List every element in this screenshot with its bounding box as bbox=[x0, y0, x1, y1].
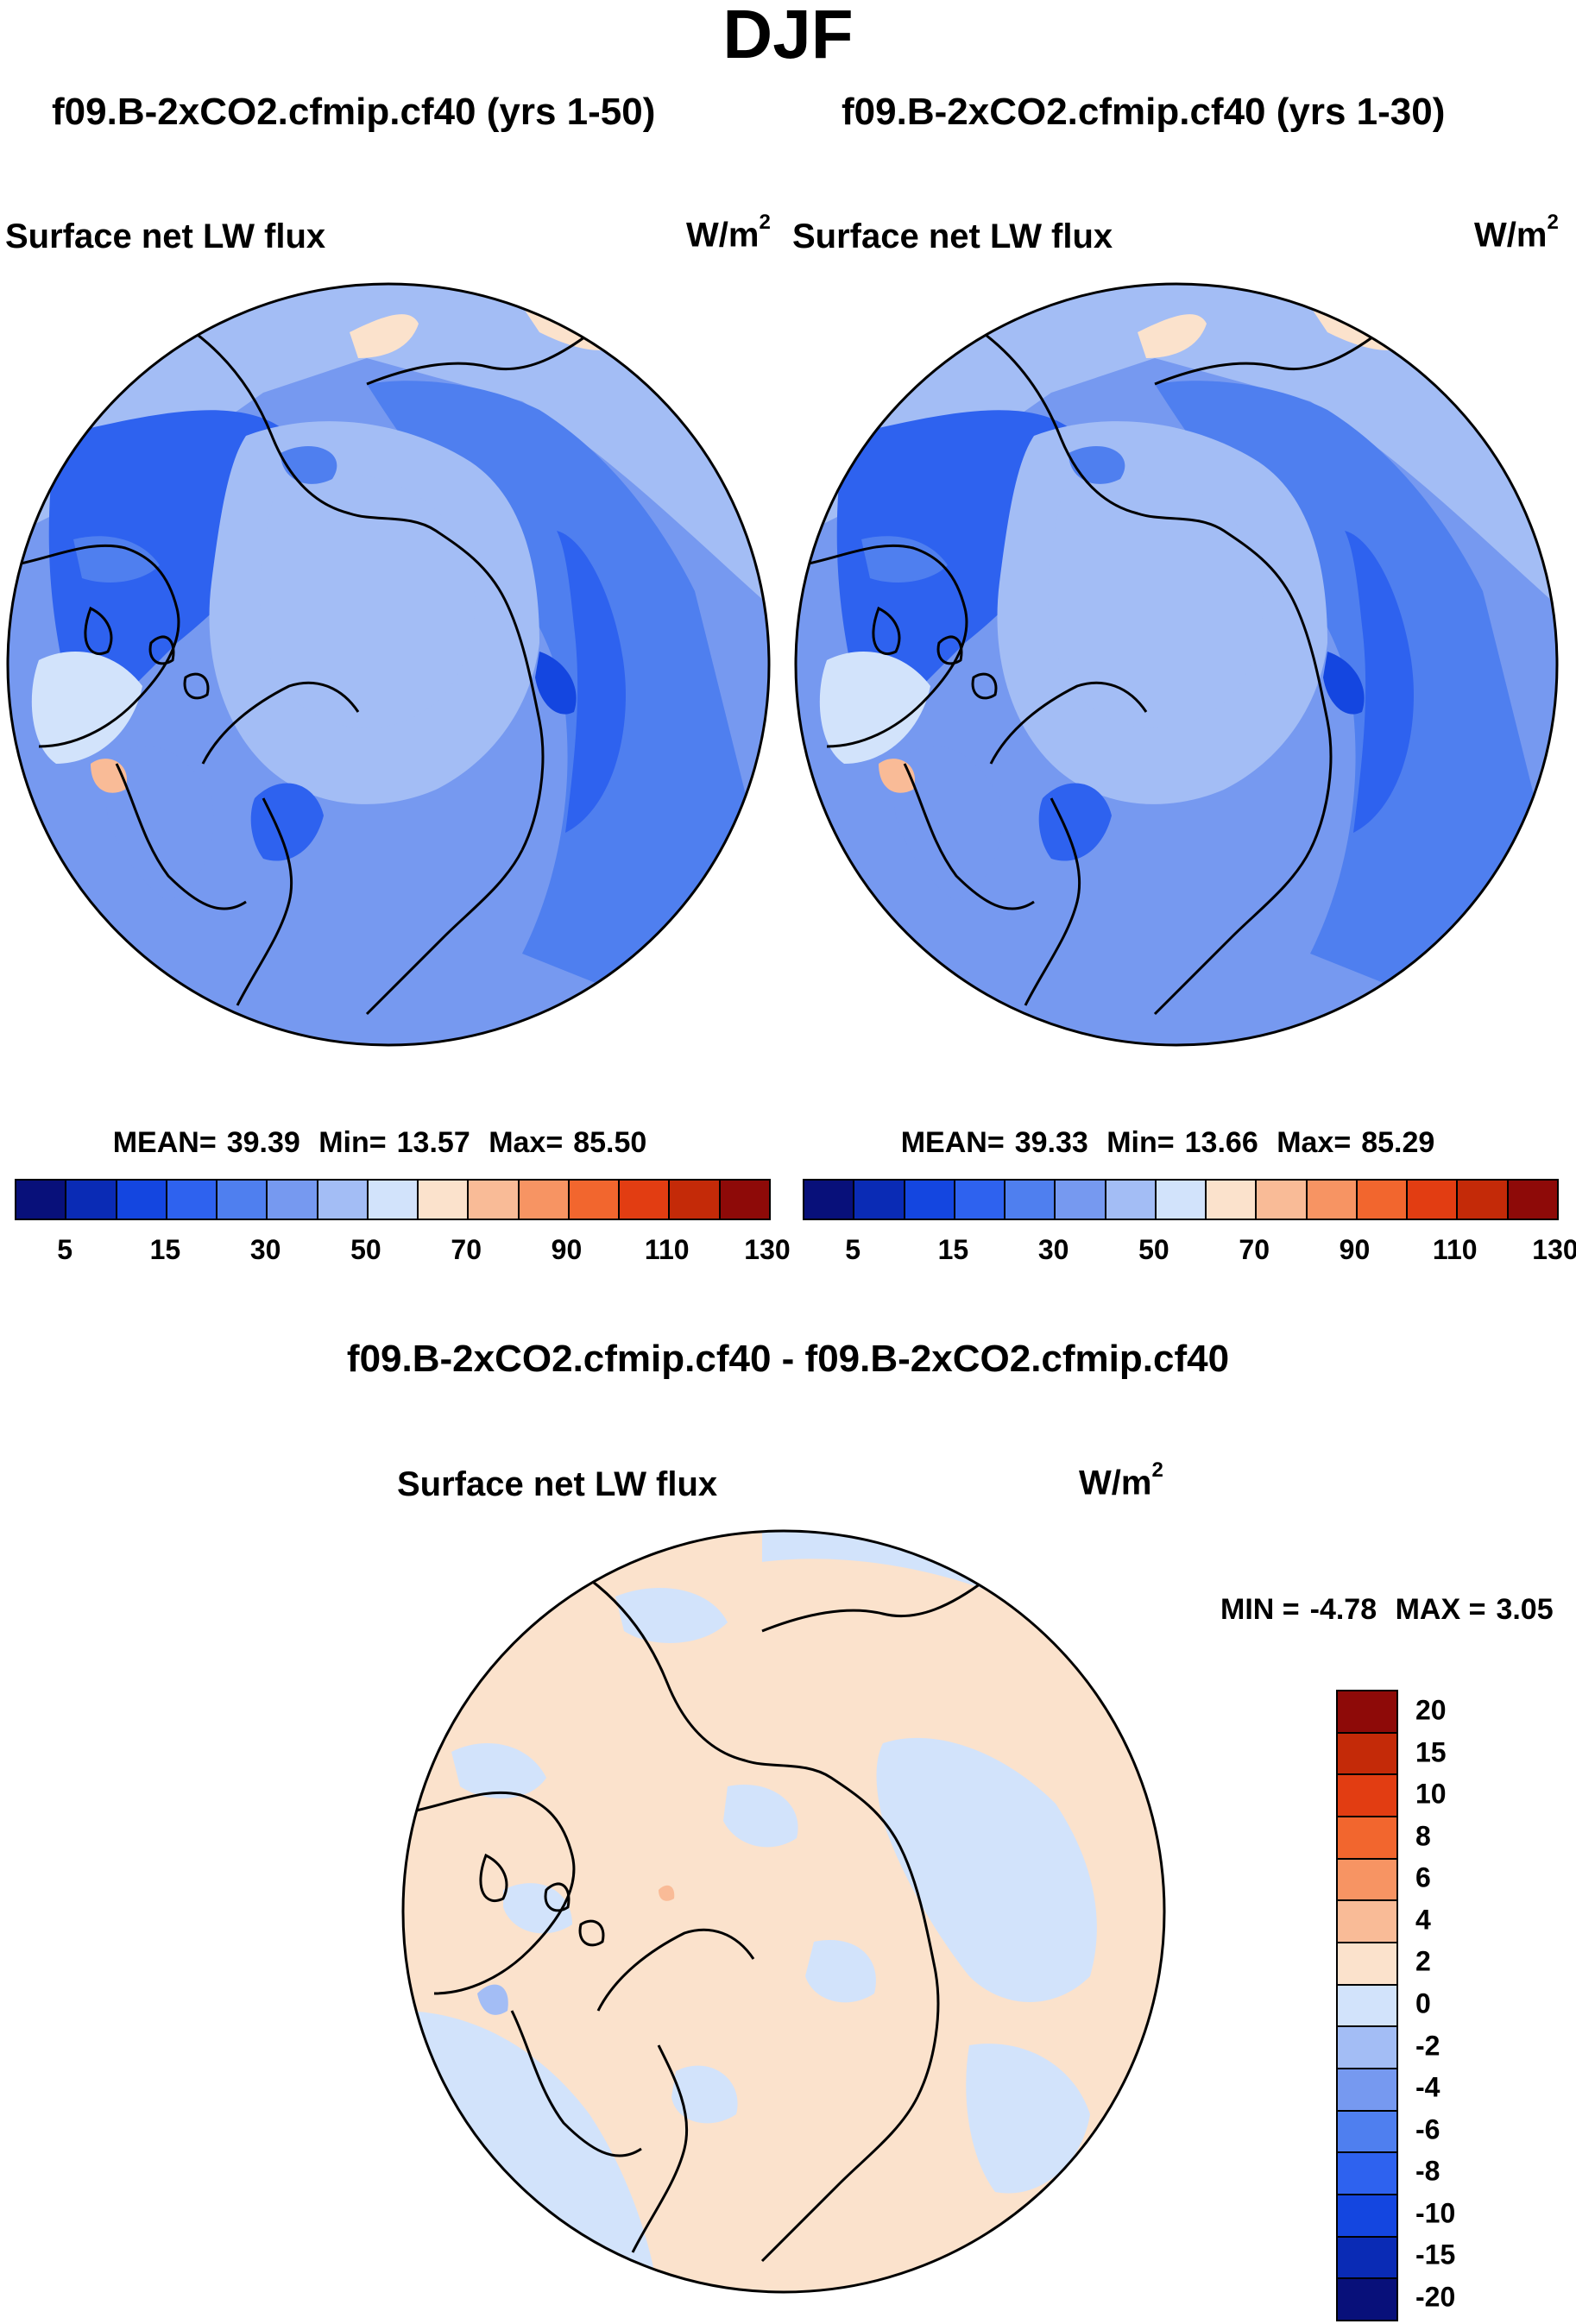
colorbar-swatch bbox=[1338, 1733, 1396, 1776]
colorbar-swatch bbox=[1508, 1181, 1557, 1219]
colorbar-tick-label: 110 bbox=[644, 1234, 690, 1265]
panel-2-stats: MEAN= 39.33 Min= 13.66 Max= 85.29 bbox=[900, 1126, 1435, 1159]
colorbar-swatch bbox=[318, 1181, 369, 1219]
colorbar-tick-label: 6 bbox=[1415, 1861, 1431, 1893]
colorbar-tick-label: -15 bbox=[1415, 2239, 1456, 2270]
panel-2-variable-label: Surface net LW flux bbox=[792, 217, 1113, 255]
colorbar-tick-label: 70 bbox=[451, 1234, 482, 1265]
colorbar-tick-label: 4 bbox=[1415, 1904, 1431, 1936]
diff-case-title: f09.B-2xCO2.cfmip.cf40 - f09.B-2xCO2.cfm… bbox=[346, 1338, 1230, 1380]
colorbar-swatch bbox=[167, 1181, 218, 1219]
colorbar-swatch bbox=[1338, 2279, 1396, 2321]
colorbar-swatch bbox=[1257, 1181, 1308, 1219]
colorbar-swatch bbox=[1207, 1181, 1258, 1219]
panel-1-variable-label: Surface net LW flux bbox=[5, 217, 326, 255]
colorbar-swatch bbox=[16, 1181, 67, 1219]
colorbar-tick-label: 90 bbox=[551, 1234, 583, 1265]
figure-title: DJF bbox=[722, 0, 854, 72]
colorbar-tick-label: 5 bbox=[57, 1234, 73, 1265]
colorbar-tick-label: 50 bbox=[350, 1234, 381, 1265]
colorbar-tick-label: 5 bbox=[845, 1234, 861, 1265]
colorbar-tick-label: 90 bbox=[1339, 1234, 1371, 1265]
colorbar-tick-label: -8 bbox=[1415, 2155, 1440, 2187]
colorbar-swatch bbox=[1338, 1985, 1396, 2028]
colorbar-swatch bbox=[217, 1181, 268, 1219]
colorbar-swatch bbox=[1338, 1775, 1396, 1818]
colorbar-tick-label: -10 bbox=[1415, 2197, 1456, 2229]
colorbar-swatch bbox=[854, 1181, 905, 1219]
colorbar-swatch bbox=[1307, 1181, 1358, 1219]
colorbar-tick-label: -2 bbox=[1415, 2030, 1440, 2062]
panel-2-units: W/m2 bbox=[1474, 211, 1559, 255]
colorbar-tick-label: -4 bbox=[1415, 2071, 1440, 2103]
diff-minmax: MIN = -4.78 MAX = 3.05 bbox=[1220, 1593, 1554, 1626]
colorbar-tick-label: 15 bbox=[149, 1234, 181, 1265]
colorbar-swatch bbox=[1458, 1181, 1509, 1219]
diff-units: W/m2 bbox=[1079, 1458, 1163, 1502]
colorbar-swatch bbox=[1338, 2069, 1396, 2112]
panel-1-units: W/m2 bbox=[686, 211, 771, 255]
diff-colorbar-ticks: 20 15 10 8 6 4 2 0 -2 -4 -6 -8 -10 -15 -20 bbox=[1415, 1690, 1502, 2318]
colorbar-swatch bbox=[1408, 1181, 1459, 1219]
colorbar-swatch bbox=[620, 1181, 671, 1219]
colorbar-swatch bbox=[569, 1181, 621, 1219]
colorbar-swatch bbox=[1338, 1943, 1396, 1986]
colorbar-tick-label: 130 bbox=[1532, 1234, 1576, 1265]
colorbar-swatch bbox=[1338, 2111, 1396, 2154]
colorbar-tick-label: 15 bbox=[1415, 1736, 1447, 1768]
colorbar-swatch bbox=[368, 1181, 419, 1219]
colorbar-swatch bbox=[670, 1181, 721, 1219]
colorbar-swatch bbox=[804, 1181, 855, 1219]
colorbar-swatch bbox=[1338, 1901, 1396, 1944]
colorbar-swatch bbox=[1338, 1817, 1396, 1860]
panel-2-colorbar bbox=[803, 1179, 1559, 1220]
colorbar-tick-label: 15 bbox=[937, 1234, 969, 1265]
panel-2-case-title: f09.B-2xCO2.cfmip.cf40 (yrs 1-30) bbox=[842, 91, 1446, 133]
panel-2-map bbox=[794, 282, 1559, 1047]
colorbar-swatch bbox=[469, 1181, 520, 1219]
colorbar-swatch bbox=[720, 1181, 769, 1219]
colorbar-tick-label: -20 bbox=[1415, 2281, 1456, 2313]
colorbar-swatch bbox=[1338, 2195, 1396, 2238]
colorbar-swatch bbox=[519, 1181, 570, 1219]
panel-1-case-title: f09.B-2xCO2.cfmip.cf40 (yrs 1-50) bbox=[52, 91, 656, 133]
panel-1-map bbox=[6, 282, 771, 1047]
colorbar-tick-label: 110 bbox=[1432, 1234, 1478, 1265]
panel-1-colorbar-ticks: 5 15 30 50 70 90 110 130 bbox=[15, 1234, 790, 1269]
colorbar-swatch bbox=[1005, 1181, 1056, 1219]
colorbar-tick-label: 8 bbox=[1415, 1820, 1431, 1852]
colorbar-swatch bbox=[1338, 1691, 1396, 1734]
diff-variable-label: Surface net LW flux bbox=[397, 1465, 718, 1503]
colorbar-tick-label: -6 bbox=[1415, 2113, 1440, 2145]
diff-map bbox=[401, 1529, 1166, 2294]
colorbar-swatch bbox=[66, 1181, 117, 1219]
colorbar-swatch bbox=[955, 1181, 1006, 1219]
colorbar-tick-label: 2 bbox=[1415, 1945, 1431, 1977]
colorbar-swatch bbox=[1338, 2237, 1396, 2280]
colorbar-tick-label: 30 bbox=[1037, 1234, 1069, 1265]
colorbar-swatch bbox=[1056, 1181, 1106, 1219]
colorbar-tick-label: 30 bbox=[249, 1234, 281, 1265]
panel-2-colorbar-ticks: 5 15 30 50 70 90 110 130 bbox=[803, 1234, 1576, 1269]
panel-1-colorbar bbox=[15, 1179, 771, 1220]
colorbar-swatch bbox=[1338, 2027, 1396, 2070]
colorbar-swatch bbox=[419, 1181, 470, 1219]
colorbar-tick-label: 50 bbox=[1138, 1234, 1169, 1265]
colorbar-swatch bbox=[1106, 1181, 1157, 1219]
colorbar-swatch bbox=[1156, 1181, 1207, 1219]
colorbar-swatch bbox=[1338, 2153, 1396, 2196]
colorbar-tick-label: 20 bbox=[1415, 1694, 1447, 1726]
colorbar-swatch bbox=[1338, 1859, 1396, 1902]
panel-1-stats: MEAN= 39.39 Min= 13.57 Max= 85.50 bbox=[112, 1126, 647, 1159]
colorbar-tick-label: 130 bbox=[744, 1234, 791, 1265]
colorbar-swatch bbox=[268, 1181, 318, 1219]
colorbar-tick-label: 10 bbox=[1415, 1778, 1447, 1810]
colorbar-swatch bbox=[117, 1181, 167, 1219]
diff-colorbar bbox=[1336, 1690, 1398, 2321]
colorbar-swatch bbox=[905, 1181, 955, 1219]
colorbar-swatch bbox=[1357, 1181, 1409, 1219]
colorbar-tick-label: 0 bbox=[1415, 1987, 1431, 2019]
colorbar-tick-label: 70 bbox=[1239, 1234, 1270, 1265]
